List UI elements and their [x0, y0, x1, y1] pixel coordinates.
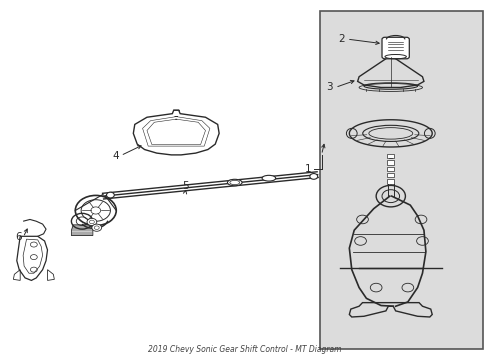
Circle shape	[92, 224, 102, 231]
Text: 6: 6	[15, 232, 21, 242]
Bar	[386, 167, 393, 171]
Text: 1: 1	[305, 164, 311, 174]
Bar	[386, 179, 393, 184]
Text: 4: 4	[112, 150, 119, 161]
FancyBboxPatch shape	[381, 37, 408, 59]
Ellipse shape	[227, 179, 242, 186]
Bar	[386, 154, 393, 158]
Circle shape	[106, 192, 114, 198]
Text: 3: 3	[326, 82, 332, 93]
Text: 5: 5	[182, 181, 188, 192]
Ellipse shape	[262, 175, 275, 181]
Circle shape	[87, 219, 97, 226]
Bar	[386, 173, 393, 177]
Text: 2: 2	[338, 34, 344, 44]
Circle shape	[309, 174, 317, 179]
Text: 2019 Chevy Sonic Gear Shift Control - MT Diagram: 2019 Chevy Sonic Gear Shift Control - MT…	[147, 345, 341, 354]
Polygon shape	[71, 225, 93, 235]
Bar	[386, 161, 393, 165]
Bar	[320, 12, 483, 348]
